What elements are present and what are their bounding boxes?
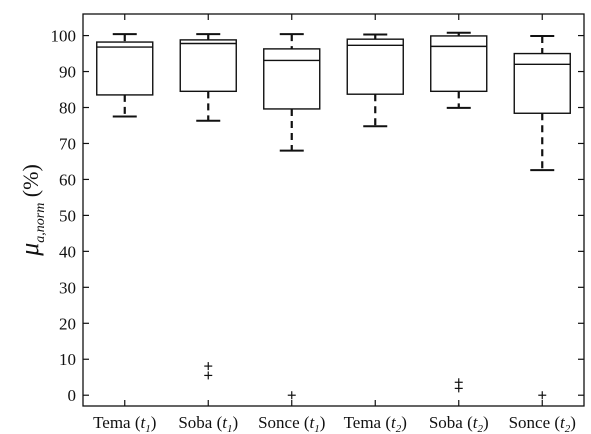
y-tick-label: 10 xyxy=(59,350,76,369)
box-3 xyxy=(263,33,321,400)
y-tick-label: 70 xyxy=(59,134,76,153)
box-iqr xyxy=(263,48,321,110)
y-axis-title: μa,norm (%) xyxy=(15,164,48,257)
y-tick-label: 40 xyxy=(59,242,76,261)
box-iqr xyxy=(346,38,404,95)
y-tick-label: 20 xyxy=(59,314,76,333)
x-tick-label: Tema (t1) xyxy=(93,413,156,434)
y-tick-label: 50 xyxy=(59,206,76,225)
y-tick-label: 100 xyxy=(51,27,77,46)
box-iqr xyxy=(430,35,488,93)
x-tick-label: Soba (t2) xyxy=(429,413,489,434)
box-6 xyxy=(513,34,571,400)
x-tick-label: Sonce (t2) xyxy=(509,413,576,434)
y-tick-label: 30 xyxy=(59,278,76,297)
boxes xyxy=(96,31,571,400)
y-tick-label: 0 xyxy=(68,386,77,405)
box-iqr xyxy=(513,52,571,114)
x-tick-label: Tema (t2) xyxy=(344,413,407,434)
box-iqr xyxy=(96,41,154,96)
x-axis: Tema (t1) Soba (t1) Sonce (t1) Tema (t2) Sob… xyxy=(93,413,576,434)
box-2 xyxy=(179,33,237,380)
box-1 xyxy=(96,33,154,118)
y-axis: 0 10 20 30 40 50 60 70 80 90 100 xyxy=(51,14,584,406)
box-5 xyxy=(430,31,488,393)
box-4 xyxy=(346,33,404,128)
box-iqr xyxy=(179,39,237,93)
y-tick-label: 90 xyxy=(59,63,76,82)
y-axis-label: μa,norm (%) xyxy=(15,164,48,257)
plot-frame xyxy=(82,13,585,407)
y-tick-label: 60 xyxy=(59,170,76,189)
x-tick-label: Sonce (t1) xyxy=(258,413,325,434)
y-tick-label: 80 xyxy=(59,99,76,118)
x-tick-label: Soba (t1) xyxy=(178,413,238,434)
